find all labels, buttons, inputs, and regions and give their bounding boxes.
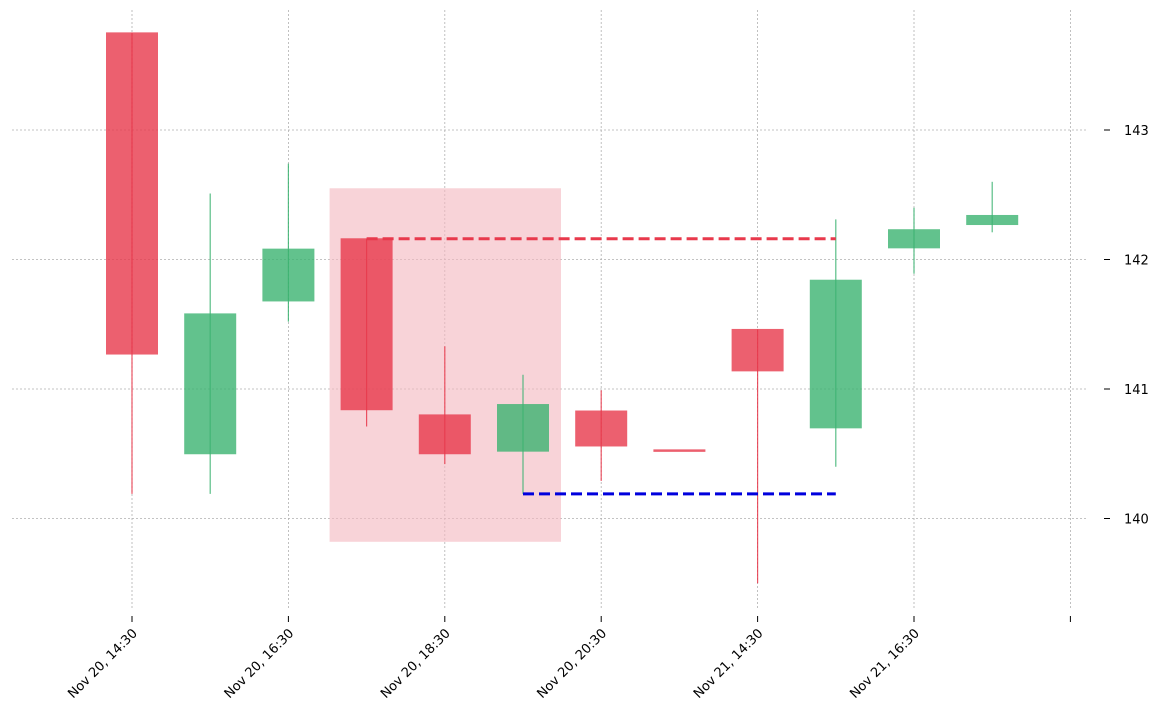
x-tick-label: Nov 20, 16:30	[222, 626, 298, 702]
y-tick-label: 142	[1124, 254, 1149, 269]
candle-body	[106, 32, 158, 355]
candle-body	[497, 404, 549, 452]
x-tick-label: Nov 20, 14:30	[65, 626, 141, 702]
candle	[497, 374, 549, 494]
candle	[966, 181, 1019, 233]
candle	[418, 346, 471, 465]
x-tick-label: Nov 21, 16:30	[847, 626, 923, 702]
candle-body	[575, 410, 628, 447]
y-tick-label: 143	[1124, 124, 1149, 139]
candle	[340, 238, 393, 427]
candle	[262, 163, 315, 322]
candle-body	[731, 328, 784, 372]
candle-body	[262, 248, 315, 302]
candle	[888, 207, 940, 274]
candle-body	[340, 238, 393, 411]
level-lines	[366, 237, 836, 496]
candle-body	[653, 449, 706, 452]
y-tick-label: 141	[1124, 383, 1149, 398]
candle-body	[809, 279, 862, 429]
candle-body	[184, 313, 237, 455]
candle-body	[418, 414, 471, 455]
x-tick-label: Nov 20, 18:30	[378, 626, 454, 702]
candle	[575, 390, 628, 481]
x-tick-label: Nov 20, 20:30	[535, 626, 611, 702]
candle	[653, 449, 706, 452]
candle	[809, 219, 862, 467]
candle	[184, 193, 237, 494]
candles	[106, 32, 1019, 584]
candle	[731, 328, 784, 584]
candle-body	[966, 214, 1019, 226]
candle	[106, 32, 158, 494]
y-tick-label: 140	[1124, 513, 1149, 528]
x-tick-label: Nov 21, 14:30	[691, 626, 767, 702]
candle-body	[888, 229, 940, 249]
